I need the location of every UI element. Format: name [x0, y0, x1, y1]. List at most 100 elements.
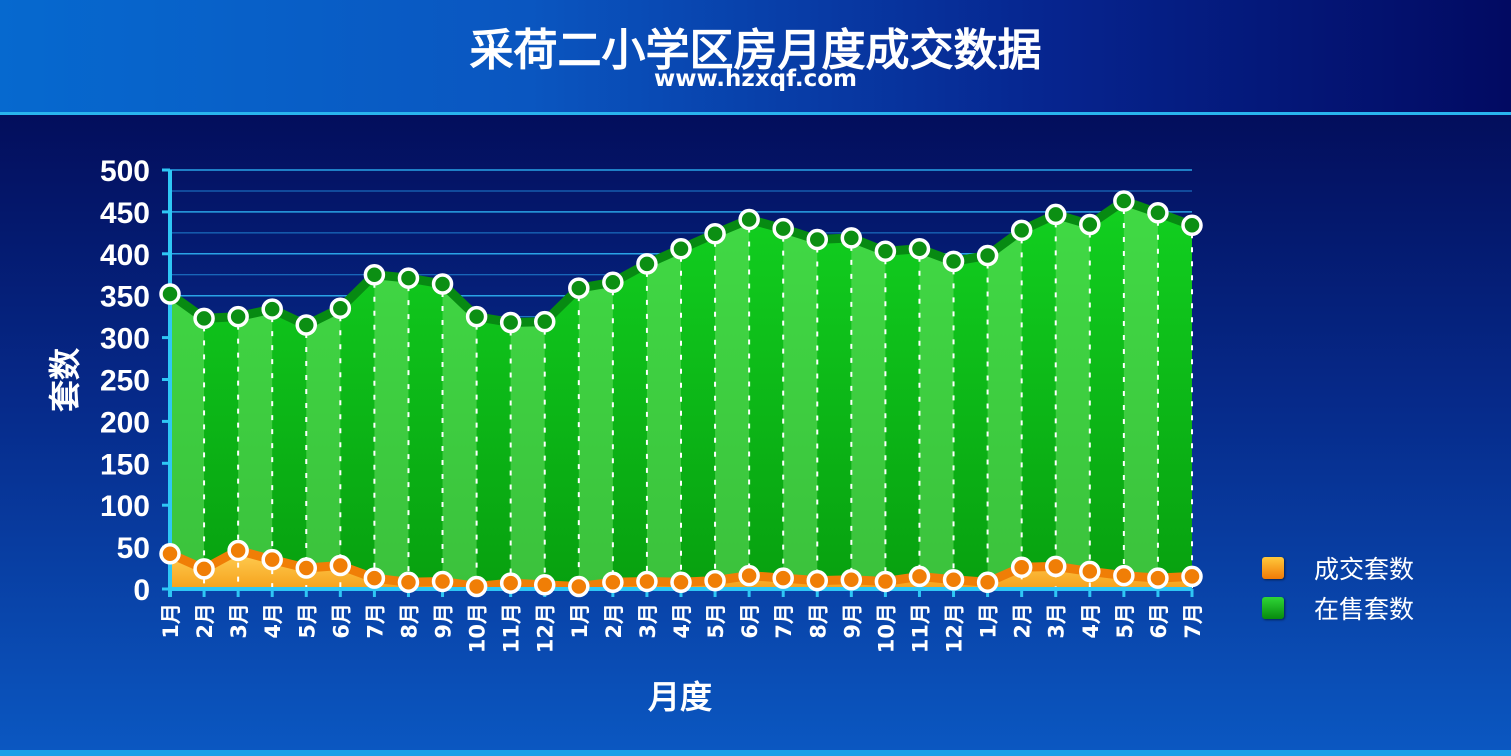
y-tick-label: 0	[133, 574, 150, 607]
point-for-sale	[942, 250, 965, 273]
y-tick-label: 100	[100, 490, 150, 523]
point-for-sale	[568, 277, 590, 299]
point-sold	[159, 543, 181, 565]
x-tick-label: 4月	[1079, 603, 1103, 639]
area-stripe	[306, 308, 341, 589]
legend-swatch-for-sale	[1262, 597, 1284, 619]
x-tick-label: 7月	[772, 603, 796, 639]
y-tick-label: 350	[100, 281, 150, 314]
x-tick-label: 3月	[227, 603, 251, 639]
point-for-sale	[1113, 190, 1135, 212]
x-tick-label: 9月	[432, 603, 456, 639]
point-sold	[1181, 565, 1203, 588]
point-sold	[976, 571, 999, 594]
point-sold	[499, 572, 522, 594]
x-tick-label: 9月	[840, 603, 864, 639]
point-sold	[465, 575, 488, 598]
x-tick-label: 6月	[329, 603, 353, 639]
point-sold	[1147, 567, 1169, 589]
area-stripe	[715, 219, 750, 589]
point-for-sale	[295, 314, 318, 336]
x-tick-label: 1月	[568, 603, 592, 639]
point-sold	[772, 567, 794, 589]
area-stripe	[442, 283, 477, 589]
y-tick-label: 500	[100, 155, 150, 188]
point-for-sale	[1181, 214, 1203, 237]
point-sold	[363, 567, 386, 589]
area-stripe	[919, 248, 954, 589]
x-tick-label: 1月	[977, 603, 1001, 639]
chart-title: 采荷二小学区房月度成交数据	[469, 25, 1042, 76]
x-tick-label: 6月	[1147, 603, 1171, 639]
y-tick-label: 450	[100, 197, 150, 230]
point-sold	[431, 570, 454, 593]
legend: 成交套数 在售套数	[1262, 548, 1414, 628]
area-stripe	[646, 248, 681, 589]
area-layer	[167, 196, 1194, 591]
x-tick-label: 4月	[261, 603, 285, 639]
x-tick-label: 3月	[636, 603, 660, 639]
point-for-sale	[329, 297, 352, 320]
point-sold	[1010, 556, 1033, 578]
y-tick-label: 50	[117, 532, 150, 565]
point-for-sale	[533, 310, 556, 333]
area-stripe	[374, 274, 409, 589]
point-for-sale	[1010, 219, 1033, 242]
area-stripe	[1055, 214, 1090, 589]
point-sold	[806, 569, 829, 592]
point-sold	[636, 570, 658, 593]
y-tick-label: 400	[100, 239, 150, 272]
point-for-sale	[1044, 203, 1067, 226]
y-tick-label: 250	[100, 365, 150, 398]
area-stripe	[238, 309, 273, 589]
x-tick-label: 10月	[874, 603, 898, 653]
point-for-sale	[363, 264, 386, 286]
x-tick-label: 7月	[1181, 603, 1205, 639]
point-sold	[942, 569, 965, 591]
chart-subtitle: www.hzxqf.com	[654, 66, 857, 92]
point-for-sale	[465, 305, 488, 328]
point-for-sale	[806, 228, 829, 251]
x-tick-label: 2月	[193, 603, 217, 639]
x-tick-label: 11月	[908, 603, 932, 653]
x-tick-label: 5月	[704, 603, 728, 639]
area-stripe	[1123, 201, 1158, 590]
point-sold	[1044, 555, 1067, 578]
bottom-border	[0, 750, 1511, 756]
point-sold	[397, 571, 420, 594]
x-tick-label: 8月	[806, 603, 830, 639]
point-for-sale	[976, 244, 999, 267]
point-for-sale	[908, 238, 931, 260]
point-sold	[874, 570, 897, 593]
point-for-sale	[636, 253, 658, 275]
point-sold	[295, 557, 318, 579]
point-sold	[533, 574, 556, 596]
x-tick-label: 7月	[363, 603, 387, 639]
point-sold	[1079, 560, 1101, 583]
x-axis-label: 月度	[648, 678, 712, 716]
area-stripe	[170, 294, 205, 589]
x-tick-label: 12月	[534, 603, 558, 653]
point-for-sale	[874, 240, 897, 263]
area-stripe	[783, 228, 818, 589]
point-sold	[261, 548, 283, 571]
point-for-sale	[397, 267, 420, 289]
y-axis-label: 套数	[46, 347, 84, 412]
point-sold	[840, 569, 863, 591]
x-tick-label: 5月	[1113, 603, 1137, 639]
header-banner: 采荷二小学区房月度成交数据 www.hzxqf.com	[0, 0, 1511, 115]
label-layer: 0 50 100 150 200 250 300 350 400 450 500 1月 2月 3月 4月 5月…	[100, 155, 1205, 653]
x-tick-label: 8月	[397, 603, 421, 639]
legend-swatch-sold	[1262, 557, 1284, 579]
x-tick-label: 4月	[670, 603, 694, 639]
x-tick-label: 3月	[1045, 603, 1069, 639]
x-tick-label: 1月	[159, 603, 183, 639]
point-sold	[568, 575, 590, 598]
legend-item-sold: 成交套数	[1262, 548, 1414, 588]
point-sold	[1113, 564, 1135, 587]
area-stripe	[851, 237, 886, 590]
point-sold	[738, 564, 760, 587]
point-sold	[704, 569, 726, 592]
